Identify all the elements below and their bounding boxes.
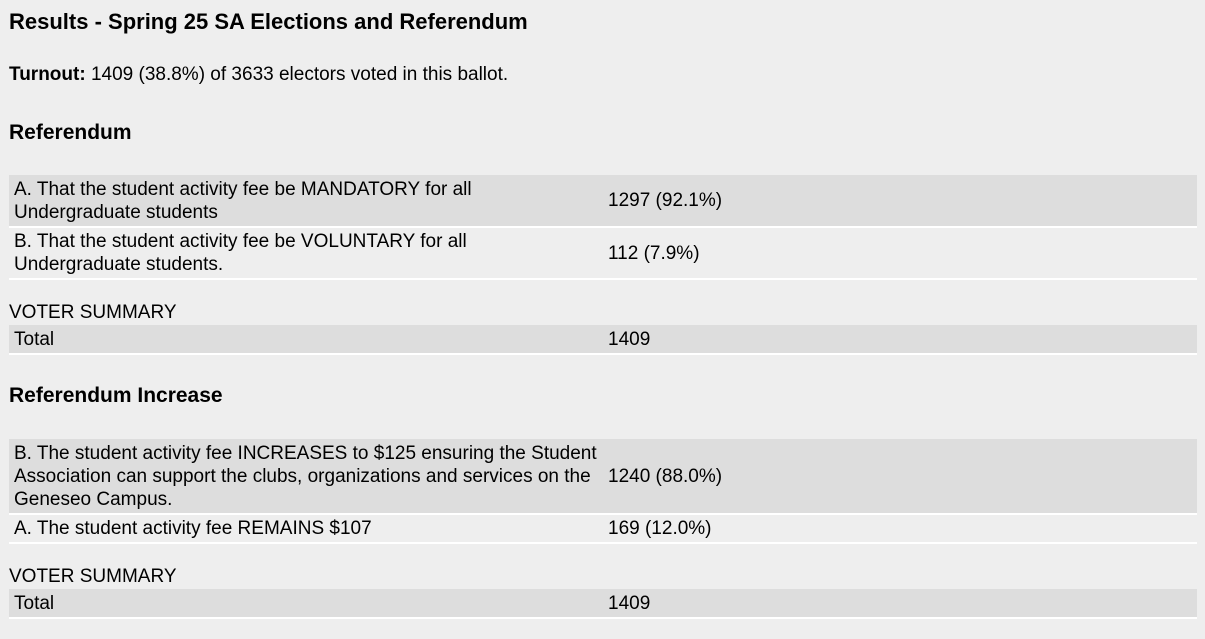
- option-label: A. The student activity fee REMAINS $107: [9, 514, 603, 544]
- turnout-label: Turnout:: [9, 64, 86, 85]
- voter-summary-label: VOTER SUMMARY: [9, 302, 177, 323]
- voter-summary-label: VOTER SUMMARY: [9, 566, 177, 587]
- results-table-referendum-increase: B. The student activity fee INCREASES to…: [9, 439, 1197, 544]
- table-row: Total 1409: [9, 589, 1197, 619]
- total-label: Total: [9, 589, 603, 619]
- table-row: Total 1409: [9, 325, 1197, 355]
- turnout-text: 1409 (38.8%) of 3633 electors voted in t…: [90, 64, 509, 85]
- total-value: 1409: [603, 325, 1197, 355]
- total-label: Total: [9, 325, 603, 355]
- section-heading-referendum: Referendum: [9, 121, 132, 144]
- option-result: 169 (12.0%): [603, 514, 1197, 544]
- option-result: 1297 (92.1%): [603, 175, 1197, 228]
- option-label: B. That the student activity fee be VOLU…: [9, 227, 603, 280]
- option-result: 1240 (88.0%): [603, 439, 1197, 515]
- option-result: 112 (7.9%): [603, 227, 1197, 280]
- turnout-line: Turnout: 1409 (38.8%) of 3633 electors v…: [9, 64, 508, 86]
- voter-summary-table-referendum: Total 1409: [9, 325, 1197, 355]
- section-heading-referendum-increase: Referendum Increase: [9, 384, 223, 407]
- voter-summary-table-referendum-increase: Total 1409: [9, 589, 1197, 619]
- page-title: Results - Spring 25 SA Elections and Ref…: [9, 9, 528, 34]
- table-row: B. That the student activity fee be VOLU…: [9, 227, 1197, 280]
- table-row: A. That the student activity fee be MAND…: [9, 175, 1197, 228]
- total-value: 1409: [603, 589, 1197, 619]
- results-table-referendum: A. That the student activity fee be MAND…: [9, 175, 1197, 280]
- table-row: A. The student activity fee REMAINS $107…: [9, 514, 1197, 544]
- option-label: A. That the student activity fee be MAND…: [9, 175, 603, 228]
- table-row: B. The student activity fee INCREASES to…: [9, 439, 1197, 515]
- option-label: B. The student activity fee INCREASES to…: [9, 439, 603, 515]
